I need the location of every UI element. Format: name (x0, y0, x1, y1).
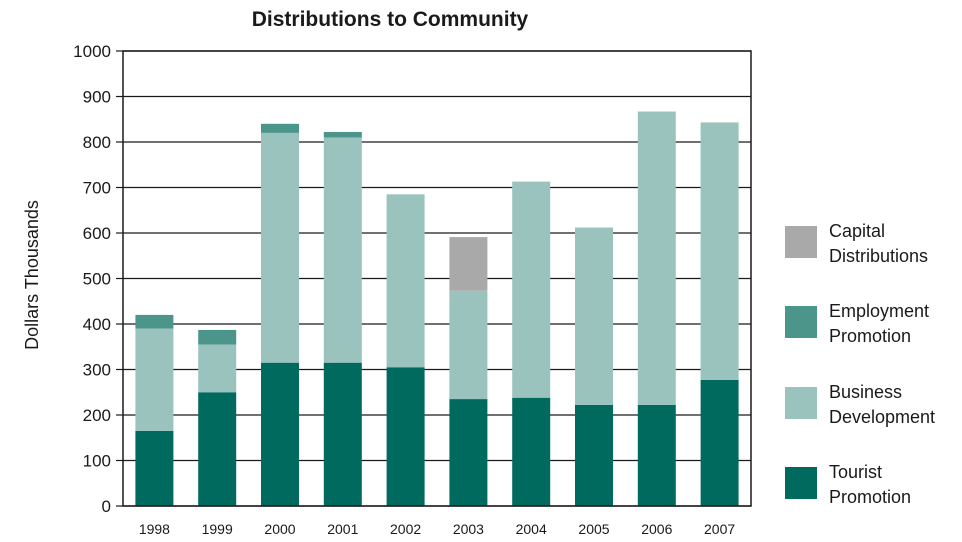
bar-segment (198, 329, 237, 345)
chart-title: Distributions to Community (252, 8, 529, 31)
bar-segment (637, 111, 676, 405)
x-tick-label: 2004 (516, 521, 547, 537)
bar-segment (323, 362, 362, 506)
y-tick-label: 600 (83, 224, 111, 243)
legend-swatch (785, 387, 817, 419)
x-tick-label: 2003 (453, 521, 484, 537)
x-tick-label: 2000 (264, 521, 295, 537)
x-tick-label: 1999 (202, 521, 233, 537)
y-tick-label: 1000 (73, 42, 111, 61)
x-tick-label: 2001 (327, 521, 358, 537)
bar-segment (449, 237, 488, 291)
bar-segment (449, 290, 488, 400)
bar-segment (261, 123, 299, 133)
x-axis-ticks: 1998 1999 2000 2001 2002 2003 2004 2005 2006 2007 (139, 521, 736, 537)
bar-segment (700, 379, 739, 506)
bar-segment (575, 404, 613, 506)
legend-swatch (785, 467, 817, 499)
bar-segment (386, 367, 425, 506)
bar-segment (323, 131, 362, 138)
legend-label: Capital Distributions (829, 221, 928, 266)
bar-segment (700, 122, 739, 380)
x-tick-label: 2007 (704, 521, 735, 537)
bar-segment (198, 344, 237, 393)
legend-label: Business Development (829, 382, 935, 427)
legend-label: Tourist Promotion (829, 462, 911, 507)
bar-segment (386, 194, 425, 368)
x-tick-label: 2002 (390, 521, 421, 537)
y-tick-label: 200 (83, 406, 111, 425)
bar-segment (135, 328, 174, 431)
y-tick-label: 400 (83, 315, 111, 334)
bar-segment (135, 314, 174, 329)
bar-segment (261, 132, 299, 363)
y-tick-label: 100 (83, 452, 111, 471)
bar-segment (261, 362, 299, 506)
legend-swatch (785, 306, 817, 338)
x-tick-label: 2006 (641, 521, 672, 537)
bar-segment (135, 430, 174, 506)
bar-segment (637, 404, 676, 506)
legend: Capital Distributions Employment Promotion B… (785, 221, 935, 507)
bar-segment (575, 227, 613, 405)
y-tick-label: 300 (83, 361, 111, 380)
bar-segment (512, 181, 551, 398)
legend-label: Employment Promotion (829, 301, 929, 346)
y-axis-ticks: 0 100 200 300 400 500 600 700 800 900 1000 (73, 42, 123, 516)
y-axis-label: Dollars Thousands (22, 200, 42, 350)
y-tick-label: 900 (83, 88, 111, 107)
bars (135, 111, 739, 506)
x-tick-label: 2005 (578, 521, 609, 537)
y-tick-label: 800 (83, 133, 111, 152)
y-tick-label: 0 (102, 497, 111, 516)
legend-swatch (785, 226, 817, 258)
bar-segment (323, 137, 362, 363)
bar-segment (449, 399, 488, 506)
y-tick-label: 500 (83, 270, 111, 289)
x-tick-label: 1998 (139, 521, 170, 537)
y-tick-label: 700 (83, 179, 111, 198)
bar-segment (198, 392, 237, 506)
bar-segment (512, 397, 551, 506)
